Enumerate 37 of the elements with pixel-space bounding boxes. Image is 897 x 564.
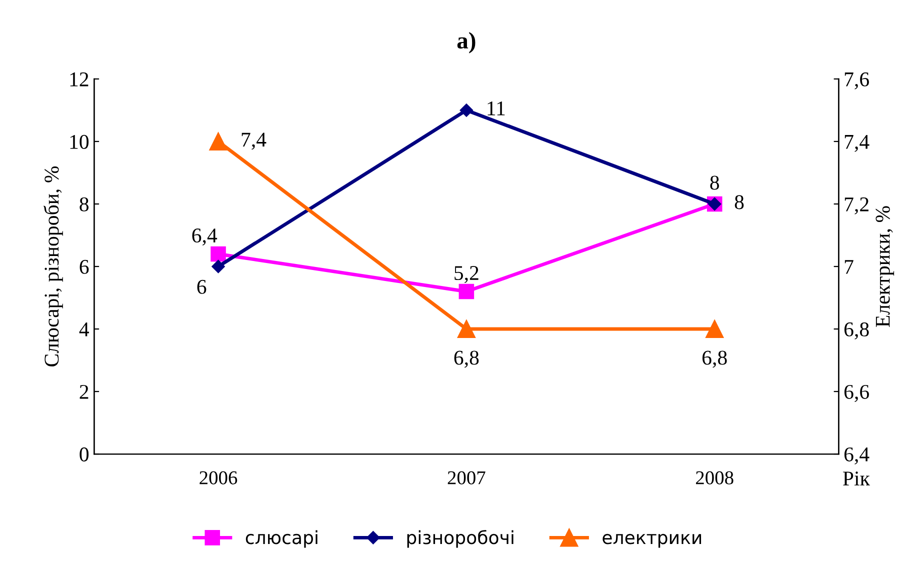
- y2-tick-label: 7,4: [844, 134, 870, 152]
- chart-title: а): [457, 32, 476, 54]
- y-tick-label: 4: [79, 322, 89, 336]
- y-tick-label: 8: [80, 197, 89, 212]
- y2-tick-label: 6,4: [844, 447, 870, 464]
- y2-tick-label: 6,8: [844, 322, 869, 340]
- data-label: 5,2: [454, 266, 478, 284]
- legend-label: різноробочі: [407, 530, 514, 548]
- data-label: 6,8: [702, 350, 727, 368]
- y2-tick-label: 6,6: [844, 384, 869, 402]
- data-label: 8: [710, 176, 720, 190]
- point: [210, 246, 226, 262]
- x-axis-title: Рік: [843, 472, 870, 486]
- point: [212, 260, 225, 274]
- data-label: 7,4: [242, 132, 266, 150]
- point: [460, 104, 474, 117]
- y-tick-label: 12: [70, 72, 88, 86]
- data-label: 11: [488, 101, 505, 116]
- x-tick-label: 2007: [448, 471, 486, 484]
- y-tick-label: 10: [70, 134, 89, 149]
- y2-tick-label: 7,6: [844, 72, 869, 90]
- x-tick-label: 2006: [200, 471, 238, 484]
- data-label: 6: [197, 280, 206, 294]
- legend-label: слюсарі: [246, 530, 318, 548]
- y-tick-label: 2: [80, 384, 88, 399]
- data-label: 6,4: [192, 228, 218, 246]
- data-label: 8: [734, 195, 744, 210]
- y-tick-label: 0: [80, 447, 89, 462]
- legend-label: електрики: [602, 534, 702, 548]
- y2-axis-title: Електрики, %: [876, 206, 894, 327]
- y2-tick-label: 7: [844, 260, 854, 274]
- data-label: 6,8: [454, 350, 479, 368]
- y-axis-title: Слюсарі, різнороби, %: [44, 166, 63, 366]
- x-tick-label: 2008: [696, 471, 734, 484]
- point: [458, 284, 474, 300]
- y-tick-label: 6: [80, 260, 89, 274]
- y2-tick-label: 7,2: [844, 197, 868, 214]
